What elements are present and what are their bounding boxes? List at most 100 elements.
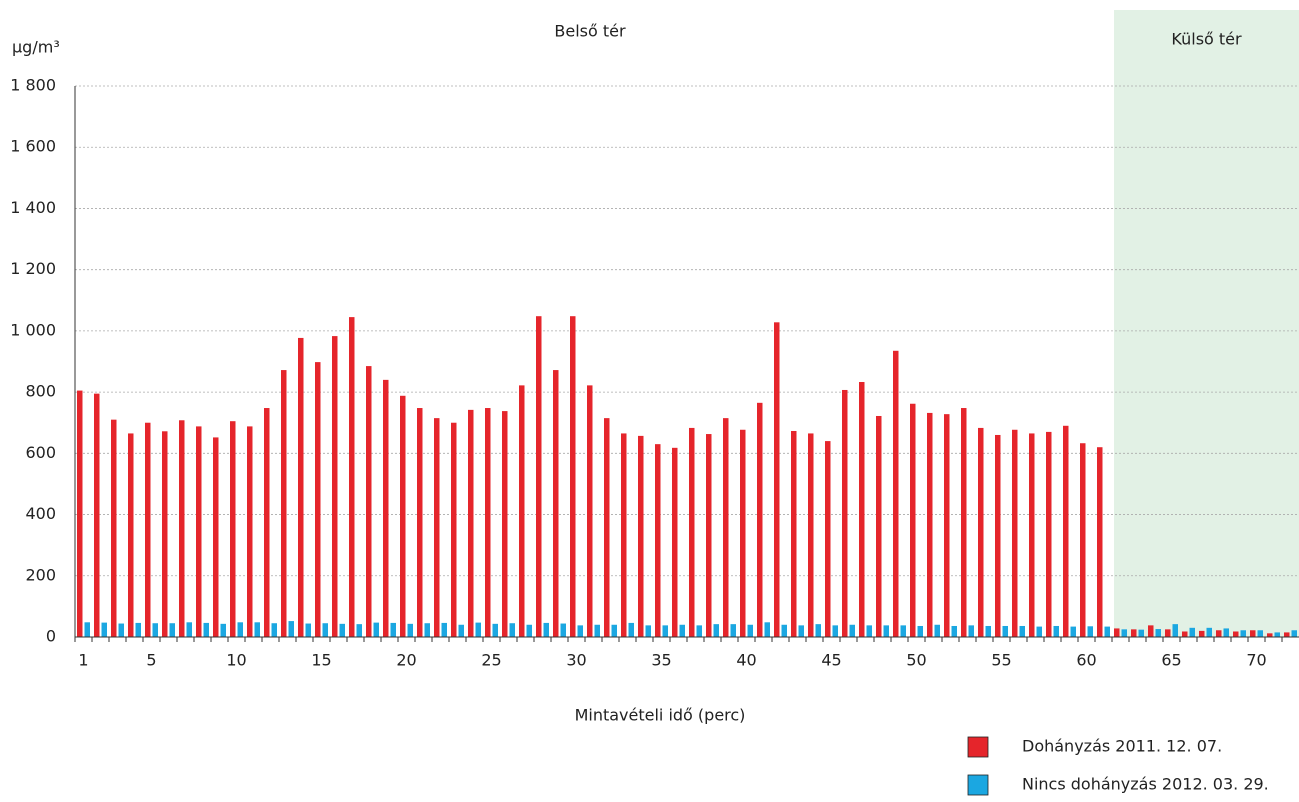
bar (468, 409, 474, 637)
bar (213, 437, 219, 637)
x-tick-label: 25 (481, 651, 501, 670)
bar (390, 622, 396, 637)
bar (1199, 630, 1205, 637)
bar (271, 623, 277, 637)
x-tick-label: 65 (1161, 651, 1181, 670)
bar (1165, 629, 1171, 637)
bar (774, 322, 780, 637)
x-tick-label: 5 (146, 651, 156, 670)
bar (645, 625, 651, 637)
bar (621, 433, 627, 637)
bar (118, 623, 124, 637)
x-tick-label: 20 (396, 651, 416, 670)
bar (281, 370, 287, 637)
bar (135, 622, 141, 637)
bar (196, 426, 202, 637)
bar (264, 408, 270, 637)
bar (747, 624, 753, 637)
y-tick-label: 1 200 (10, 259, 56, 278)
bar (638, 435, 644, 637)
bar (1104, 626, 1110, 637)
legend-label: Dohányzás 2011. 12. 07. (1022, 737, 1222, 756)
x-tick-label: 55 (991, 651, 1011, 670)
bar (594, 624, 600, 637)
y-tick-label: 400 (25, 504, 56, 523)
bar (553, 370, 559, 637)
bar (757, 402, 763, 637)
bar (587, 385, 593, 637)
bar (519, 385, 525, 637)
bar (451, 422, 457, 637)
bar (1189, 627, 1195, 637)
bar (1046, 431, 1052, 637)
bar (101, 622, 107, 637)
bar (458, 624, 464, 637)
bar (1240, 630, 1246, 637)
bar (339, 623, 345, 637)
bar (400, 395, 406, 637)
bar (502, 411, 508, 637)
bar (1148, 625, 1154, 637)
bar (356, 624, 362, 637)
bar (672, 447, 678, 637)
y-tick-label: 1 000 (10, 320, 56, 339)
bar (1087, 626, 1093, 637)
bar (383, 379, 389, 637)
bar (84, 622, 90, 637)
bar (1012, 429, 1018, 637)
y-tick-label: 200 (25, 565, 56, 584)
bar (740, 429, 746, 637)
bar (407, 623, 413, 637)
bar (893, 350, 899, 637)
bar (662, 625, 668, 637)
bar (679, 624, 685, 637)
bar (995, 434, 1001, 637)
x-tick-label: 45 (821, 651, 841, 670)
x-tick-label: 10 (226, 651, 246, 670)
bar (570, 316, 576, 637)
bar (1274, 632, 1280, 637)
bar (628, 622, 634, 637)
bar (723, 418, 729, 637)
bar (781, 624, 787, 637)
bar (730, 624, 736, 637)
bar (1019, 625, 1025, 637)
bar (298, 337, 304, 637)
bar (417, 408, 423, 637)
x-tick-label: 15 (311, 651, 331, 670)
bar (1036, 626, 1042, 637)
bar (791, 430, 797, 637)
bar (1284, 632, 1290, 637)
x-tick-label: 50 (906, 651, 926, 670)
bar (475, 622, 481, 637)
y-axis-label: µg/m³ (12, 38, 60, 57)
bar (985, 625, 991, 637)
bar (434, 418, 440, 637)
bar (162, 431, 168, 637)
bar (560, 623, 566, 637)
annotation: Belső tér (554, 22, 626, 41)
y-tick-label: 1 600 (10, 137, 56, 156)
bar (1216, 630, 1222, 637)
bar (237, 622, 243, 637)
x-tick-label: 35 (651, 651, 671, 670)
bar (849, 624, 855, 637)
bar (526, 624, 532, 637)
bar (1121, 629, 1127, 637)
bar (543, 622, 549, 637)
bar (825, 441, 831, 637)
bar (934, 624, 940, 637)
bar (951, 625, 957, 637)
x-tick-label: 40 (736, 651, 756, 670)
bar (968, 625, 974, 637)
bar (883, 625, 889, 637)
bar (917, 625, 923, 637)
y-tick-label: 800 (25, 382, 56, 401)
bar (424, 623, 430, 637)
bar (305, 623, 311, 637)
bar (128, 433, 134, 637)
x-axis-label: Mintavételi idő (perc) (575, 706, 746, 725)
bar (866, 625, 872, 637)
outdoor-region (1114, 10, 1299, 637)
bar (1206, 627, 1212, 637)
